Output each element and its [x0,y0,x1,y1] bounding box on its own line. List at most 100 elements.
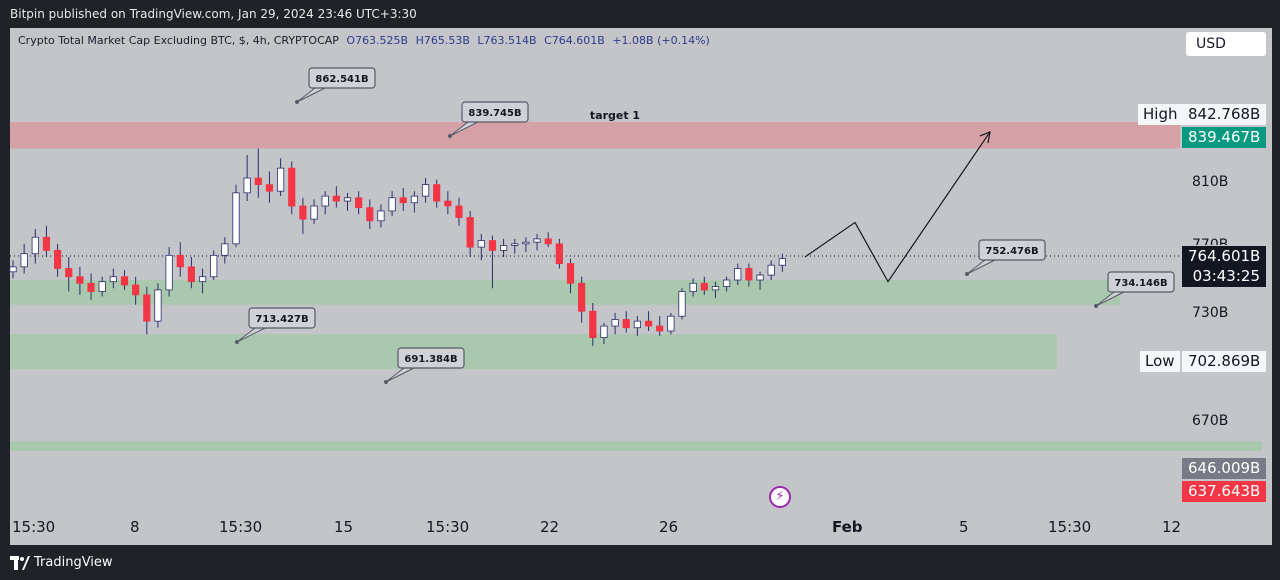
candle-up [165,254,173,291]
candle-up [499,245,508,251]
candle-down [366,207,374,222]
candle-down [355,197,363,209]
callout-1: 839.745B [448,101,529,138]
x-tick-2: 15:30 [219,518,263,536]
legend-high: H765.53B [415,34,470,47]
candle-down [644,320,653,327]
callout-label-4: 752.476B [985,246,1038,257]
candle-down [455,205,463,218]
candle-up [210,254,218,278]
zone-1 [10,280,1120,305]
candle-down [143,294,151,322]
candle-up [31,236,39,255]
candle-up [767,264,775,276]
candle-down [488,240,497,251]
candle-up [109,276,117,283]
candle-down [332,195,340,202]
candle-up [310,205,318,220]
low-price-tag: 702.869B [1182,351,1266,372]
publish-info: Bitpin published on TradingView.com, Jan… [10,7,417,21]
callout-label-2: 713.427B [255,314,308,325]
tradingview-logo-icon [10,556,30,570]
candle-down [433,184,441,202]
y-tick-810: 810B [1192,174,1229,190]
candle-down [700,282,708,291]
candle-down [265,184,274,192]
candle-up [98,281,106,292]
candle-up [533,238,541,243]
x-tick-4: 15:30 [426,518,470,536]
candle-down [254,177,262,186]
x-tick-6: 26 [659,518,679,536]
y-tick-670: 670B [1192,413,1229,429]
candle-down [65,268,73,278]
candle-up [756,274,764,281]
candle-up [711,286,720,291]
candle-down [745,268,753,281]
red-price-tag: 637.643B [1182,481,1266,502]
x-tick-9: 15:30 [1048,518,1092,536]
candle-up [377,210,385,222]
candle-up [20,253,28,268]
candle-down [589,310,597,338]
candle-down [132,284,140,296]
candle-up [522,241,530,245]
candle-up [221,243,229,256]
x-tick-7: Feb [832,518,863,536]
zone-2 [10,334,1057,369]
callout-5: 734.146B [1094,271,1175,308]
footer-brand: TradingView [34,555,113,570]
x-tick-10: 12 [1162,518,1182,536]
symbol-title: Crypto Total Market Cap Excluding BTC, $… [18,34,339,47]
candle-up [667,315,675,332]
candle-up [678,291,686,317]
candle-down [54,250,62,269]
candle-up [198,276,207,283]
candle-up [633,320,642,329]
legend-open: O763.525B [346,34,409,47]
candle-up [421,184,430,197]
candle-up [511,243,519,246]
candle-up [410,195,419,204]
x-tick-8: 5 [959,518,969,536]
candle-down [288,167,296,207]
candle-up [243,177,251,194]
candle-down [656,325,664,332]
candle-down [578,282,586,312]
candle-down [120,276,129,286]
candle-down [299,205,307,220]
candle-up [600,325,608,338]
currency-selector[interactable]: USD [1186,32,1266,56]
zone-3 [10,441,1262,452]
projection-path [804,131,991,283]
candle-up [734,268,742,281]
callout-label-1: 839.745B [468,108,521,119]
candle-up [343,197,352,202]
candle-down [399,197,407,204]
candle-up [689,282,697,292]
candle-up [611,319,619,327]
callout-label-3: 691.384B [404,354,457,365]
x-tick-0: 15:30 [12,518,56,536]
footer: TradingView [0,548,1280,580]
candle-up [9,266,17,273]
candles-layer [9,148,786,346]
current-price-tag: 764.601B [1182,246,1266,267]
candle-down [544,238,552,245]
high-close-tag: 839.467B [1182,127,1266,148]
candle-up [321,195,329,207]
y-tick-730: 730B [1192,305,1229,321]
candle-down [622,319,630,329]
legend-close: C764.601B [544,34,605,47]
publish-header: Bitpin published on TradingView.com, Jan… [0,0,1280,28]
candle-down [566,263,575,284]
candle-down [76,276,84,284]
candle-up [276,167,285,192]
lightning-bolt-icon[interactable]: ⚡ [769,486,791,508]
zone-label-target-1: target 1 [590,109,640,122]
callouts-layer: 862.541B 839.745B 713.427B 691.384B 752.476B… [235,67,1175,384]
callout-2: 713.427B [235,307,316,344]
zone-layer [10,122,1262,452]
x-tick-1: 8 [130,518,140,536]
